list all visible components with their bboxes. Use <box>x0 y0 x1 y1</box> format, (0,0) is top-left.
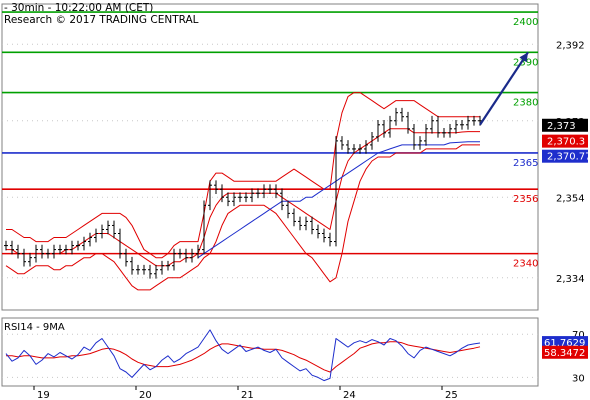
rsi-panel-label: RSI14 - 9MA <box>4 322 65 333</box>
bollinger-lower-line <box>5 144 480 291</box>
level-label-2365: 2365 <box>513 158 538 169</box>
price-badge-bg <box>542 149 588 163</box>
x-axis-label: 24 <box>343 390 356 400</box>
rsi-badge-bg <box>542 345 588 359</box>
projection-arrow-head <box>519 52 528 63</box>
rsi-badge-label: 61.7629 <box>544 338 585 349</box>
price-y-tick-label: 2,334 <box>556 274 585 285</box>
moving-average-line <box>197 141 480 259</box>
price-badge-bg <box>542 118 588 132</box>
rsi-y-tick-label: 70 <box>572 330 585 341</box>
rsi-y-tick-label: 30 <box>572 373 585 384</box>
price-badge-label: 2,370.3 <box>547 137 585 148</box>
bollinger-upper-line <box>6 92 480 259</box>
rsi-ma-line <box>6 341 481 373</box>
price-y-tick-label: 2,354 <box>556 193 585 204</box>
x-axis: 19 20 21 24 25 <box>33 386 458 400</box>
x-axis-label: 19 <box>37 390 50 400</box>
price-badge-label: 2,370.77 <box>547 152 590 163</box>
level-label-2380: 2380 <box>513 98 538 109</box>
x-axis-label: 20 <box>139 390 152 400</box>
x-axis-label: 21 <box>241 390 254 400</box>
price-badge-label: 2,373 <box>547 121 576 132</box>
level-label-2390: 2390 <box>513 57 538 68</box>
level-label-2400: 2400 <box>513 17 538 28</box>
price-y-tick-label: 2,392 <box>556 40 585 51</box>
projection-arrow-shaft <box>479 51 529 126</box>
level-label-2356: 2356 <box>513 194 538 205</box>
bollinger-middle-line <box>6 128 480 267</box>
rsi-panel-frame <box>1 317 539 387</box>
header-line-2: Research © 2017 TRADING CENTRAL <box>4 14 199 26</box>
level-label-2340: 2340 <box>513 259 538 270</box>
price-panel: 2,392 2,373 2,354 2,334 2400 2390 2380 2365 2356… <box>1 3 590 311</box>
x-axis-label: 25 <box>445 390 458 400</box>
price-panel-frame <box>1 3 539 311</box>
price-badge-bg <box>542 134 588 148</box>
rsi-badge-label: 58.3472 <box>544 348 585 359</box>
header-line-1: - 30min - 10:22:00 AM (CET) <box>4 2 153 14</box>
rsi-line <box>5 329 481 382</box>
